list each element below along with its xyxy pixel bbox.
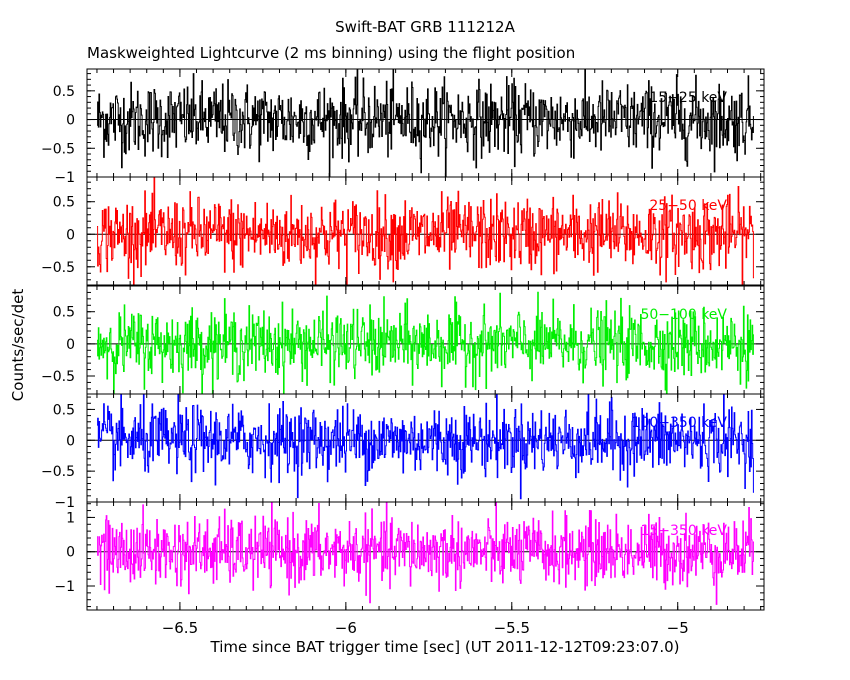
y-tick-label: −1: [54, 170, 75, 186]
y-tick-label: −1: [54, 579, 75, 595]
y-tick-label: 0: [66, 545, 75, 561]
series-line: [97, 68, 754, 178]
y-tick-label: 0: [66, 227, 75, 243]
panel-frame: [86, 176, 765, 286]
series-line: [97, 501, 754, 605]
x-axis-label: Time since BAT trigger time [sec] (UT 20…: [210, 638, 680, 656]
x-tick-label: −5: [667, 619, 689, 637]
panel-frame: [86, 501, 765, 611]
series-label: 50−100 keV: [640, 307, 727, 323]
series-line: [97, 291, 754, 395]
chart-subtitle: Maskweighted Lightcurve (2 ms binning) u…: [87, 44, 576, 62]
series-line: [97, 393, 754, 500]
series-label: 100−350 keV: [632, 415, 728, 431]
x-tick-label: −5.5: [494, 619, 530, 637]
series-label: 25−50 keV: [649, 198, 727, 214]
series-label: 15−350 keV: [640, 523, 727, 539]
y-tick-label: −0.5: [41, 369, 75, 385]
x-tick-label: −6.5: [162, 619, 198, 637]
y-axis-label: Counts/sec/det: [9, 288, 27, 402]
y-tick-label: 0.5: [53, 305, 75, 321]
y-tick-label: 1: [66, 510, 75, 526]
y-tick-label: 0.5: [53, 402, 75, 418]
x-tick-label: −6: [335, 619, 357, 637]
y-tick-label: −0.5: [41, 464, 75, 480]
y-tick-label: 0.5: [53, 195, 75, 211]
series-line: [97, 176, 754, 286]
y-tick-label: 0.5: [53, 84, 75, 100]
chart-title: Swift-BAT GRB 111212A: [335, 18, 515, 36]
y-tick-label: 0: [66, 337, 75, 353]
y-tick-label: −1: [54, 495, 75, 511]
series-label: 15−25 keV: [649, 90, 727, 106]
y-tick-label: −0.5: [41, 141, 75, 157]
y-tick-label: −0.5: [41, 260, 75, 276]
y-tick-label: 0: [66, 433, 75, 449]
y-tick-label: 0: [66, 113, 75, 129]
